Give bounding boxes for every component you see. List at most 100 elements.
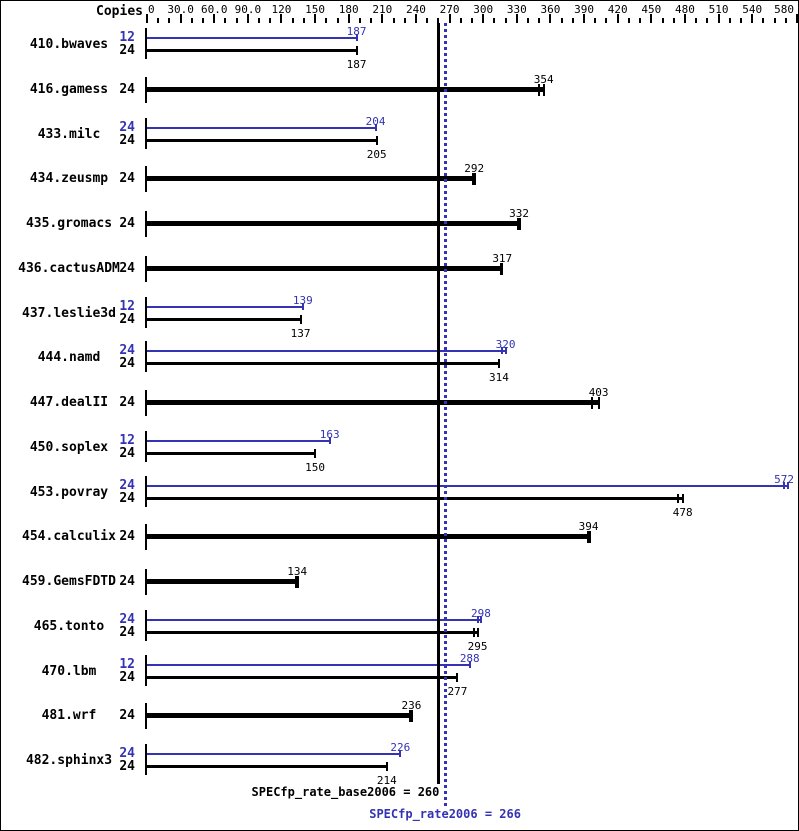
bar-value-label: 572 [774,473,794,486]
axis-minor-tick [706,18,709,23]
bar-base [147,221,520,226]
bar-end-tick [468,661,471,668]
axis-minor-tick [471,18,473,23]
copies-label: 24 [119,356,135,371]
benchmark-name: 437.leslie3d [22,306,116,321]
axis-minor-tick [157,18,160,23]
axis-minor-tick [594,18,597,23]
bar-end-tick [328,437,331,444]
bar-base [147,497,683,500]
axis-minor-tick [784,18,787,23]
reference-line-base [436,23,440,784]
copies-label: 24 [119,670,135,685]
bar-end-tick [355,46,358,55]
bar-end-tick [355,34,358,41]
axis-major-tick [549,14,552,23]
bar-end-tick [497,359,500,368]
bar-peak [147,619,481,621]
axis-minor-tick [739,18,742,23]
copies-label: 12 [119,30,135,45]
benchmark-name: 433.milc [37,127,101,142]
bar-value-label: 205 [366,148,387,161]
bar-peak [147,127,376,129]
axis-tick-label: 120 [271,3,292,16]
bar-value-label: 187 [346,58,367,71]
axis-minor-tick [493,18,496,23]
copies-label: 24 [119,708,135,723]
axis-minor-tick [560,18,563,23]
bar-end-tick [399,750,402,757]
bar-value-label: 298 [471,607,491,620]
axis-tick-label: 540 [742,3,763,16]
bar-value-label: 236 [401,699,422,712]
benchmark-name: 410.bwaves [29,37,109,52]
copies-label: 24 [119,343,135,358]
axis-major-tick [683,14,686,23]
benchmark-name: 444.namd [37,350,101,365]
reference-label-base: SPECfp_rate_base2006 = 260 [251,785,440,799]
axis-minor-tick [762,18,765,23]
group-axis-line [145,211,147,237]
bar-end-tick [677,494,680,503]
bar-base [147,49,357,52]
axis-tick-label: 300 [473,3,494,16]
bar-base [147,676,458,679]
bar-base [147,318,301,321]
copies-label: 24 [119,312,135,327]
axis-minor-tick [504,18,507,23]
group-axis-line [145,744,147,775]
bar-base [147,713,412,718]
axis-tick-label: 330 [506,3,527,16]
bar-end-tick [501,263,504,275]
bar-value-label: 226 [390,741,411,754]
axis-major-tick [515,14,518,23]
copies-label: 12 [119,433,135,448]
benchmark-name: 435.gromacs [25,216,113,231]
axis-minor-tick [403,18,406,23]
axis-minor-tick [639,18,642,23]
bar-value-label: 403 [588,386,609,399]
bar-value-label: 354 [533,73,554,86]
axis-minor-tick [358,18,361,23]
copies-label: 24 [119,446,135,461]
bar-value-label: 320 [495,338,516,351]
benchmark-name: 465.tonto [33,619,105,634]
benchmark-name: 481.wrf [41,708,97,723]
benchmark-name: 482.sphinx3 [25,753,113,768]
bar-base [147,534,589,539]
copies-label: 12 [119,299,135,314]
benchmark-name: 454.calculix [22,529,116,544]
bar-value-label: 478 [672,506,693,519]
copies-label: 24 [119,171,135,186]
bar-end-tick [476,628,479,637]
bar-value-label: 204 [365,115,386,128]
group-axis-line [145,476,147,507]
bar-peak [147,753,401,755]
bar-end-tick [456,673,459,682]
bar-end-tick [590,397,593,409]
bar-end-tick [314,449,317,458]
copies-label: 24 [119,612,135,627]
bar-value-label: 332 [509,207,529,220]
axis-minor-tick [258,18,261,23]
group-axis-line [145,703,147,729]
axis-minor-tick [190,18,193,23]
axis-tick-label: 580 [774,3,794,16]
axis-tick-label: 240 [406,3,426,16]
axis-tick-label: 30.0 [167,3,194,16]
bar-end-tick [301,303,304,310]
axis-major-tick [213,14,216,23]
axis-major-tick [246,14,249,23]
axis-major-tick [347,14,350,23]
axis-minor-tick [605,18,608,23]
group-axis-line [145,431,147,462]
bar-base [147,400,599,405]
axis-tick-label: 150 [305,3,326,16]
bar-end-tick [538,84,541,96]
benchmark-name: 450.soplex [29,440,109,455]
axis-major-tick [448,14,451,23]
axis-minor-tick [459,18,462,23]
axis-minor-tick [571,18,574,23]
